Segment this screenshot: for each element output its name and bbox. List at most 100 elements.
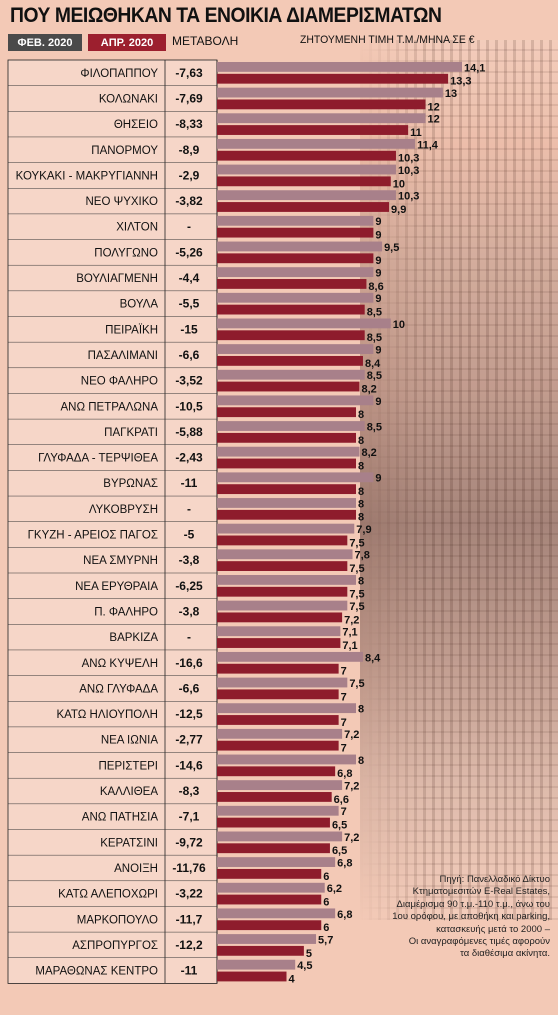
data-label-feb-2020: 9 bbox=[375, 396, 381, 408]
category-label: ΝΕΑ ΣΜΥΡΝΗ bbox=[83, 555, 158, 567]
data-label-apr-2020: 8,6 bbox=[368, 281, 383, 293]
change-value: -2,9 bbox=[179, 168, 200, 182]
data-label-feb-2020: 7,2 bbox=[344, 729, 359, 741]
category-label: ΦΙΛΟΠΑΠΠΟΥ bbox=[80, 68, 158, 80]
bar-apr-2020 bbox=[217, 689, 339, 700]
bar-feb-2020 bbox=[217, 703, 357, 714]
bar-feb-2020 bbox=[217, 857, 336, 867]
bar-apr-2020 bbox=[217, 73, 449, 84]
bar-feb-2020 bbox=[217, 754, 357, 765]
bar-apr-2020 bbox=[217, 279, 367, 289]
bar-feb-2020 bbox=[217, 626, 341, 637]
data-label-feb-2020: 7,2 bbox=[344, 832, 359, 844]
data-label-feb-2020: 6,8 bbox=[337, 857, 352, 869]
category-label: ΚΑΤΩ ΗΛΙΟΥΠΟΛΗ bbox=[56, 709, 158, 721]
change-value: -4,4 bbox=[179, 271, 200, 285]
bar-feb-2020 bbox=[217, 959, 296, 970]
data-label-apr-2020: 7 bbox=[341, 717, 347, 729]
change-value: -6,6 bbox=[179, 348, 200, 362]
data-label-feb-2020: 9,5 bbox=[384, 242, 399, 254]
category-label: ΠΕΡΙΣΤΕΡΙ bbox=[98, 760, 158, 772]
data-label-feb-2020: 6,2 bbox=[327, 883, 342, 895]
data-label-apr-2020: 6,6 bbox=[334, 794, 349, 806]
source-note-line: κατασκευής μετά το 2000 – bbox=[436, 923, 550, 935]
data-label-apr-2020: 8,5 bbox=[367, 332, 382, 344]
legend-feb-2020: ΦΕΒ. 2020 bbox=[8, 34, 82, 51]
category-label: ΑΝΟΙΞΗ bbox=[114, 863, 158, 875]
bar-apr-2020 bbox=[217, 663, 339, 674]
data-label-apr-2020: 6,5 bbox=[332, 820, 347, 832]
source-note-line: τα διαθέσιμα ακίνητα. bbox=[460, 948, 550, 960]
price-axis-label: ΖΗΤΟΥΜΕΝΗ ΤΙΜΗ Τ.Μ./ΜΗΝΑ ΣΕ € bbox=[300, 34, 475, 46]
bar-feb-2020 bbox=[217, 831, 343, 842]
change-value: -6,25 bbox=[175, 579, 203, 593]
bar-feb-2020 bbox=[217, 292, 374, 303]
category-label: ΠΟΛΥΓΩΝΟ bbox=[94, 247, 158, 259]
bar-apr-2020 bbox=[217, 509, 357, 520]
bar-feb-2020 bbox=[217, 395, 374, 406]
data-label-apr-2020: 4 bbox=[289, 973, 296, 985]
bar-feb-2020 bbox=[217, 677, 348, 688]
data-label-feb-2020: 10 bbox=[393, 319, 405, 331]
bar-feb-2020 bbox=[217, 575, 357, 585]
data-label-apr-2020: 8 bbox=[358, 486, 364, 498]
bar-apr-2020 bbox=[217, 612, 343, 623]
bar-apr-2020 bbox=[217, 971, 287, 982]
change-value: - bbox=[187, 220, 191, 234]
bar-apr-2020 bbox=[217, 202, 390, 212]
bar-feb-2020 bbox=[217, 882, 325, 893]
bar-apr-2020 bbox=[217, 381, 360, 392]
category-label: ΠΕΙΡΑΪΚΗ bbox=[105, 324, 158, 336]
bar-apr-2020 bbox=[217, 150, 396, 161]
category-label: ΚΑΤΩ ΑΛΕΠΟΧΩΡΙ bbox=[58, 889, 158, 901]
data-label-feb-2020: 7,9 bbox=[356, 524, 371, 536]
data-label-feb-2020: 4,5 bbox=[297, 960, 312, 972]
data-label-feb-2020: 8 bbox=[358, 704, 364, 716]
bar-apr-2020 bbox=[217, 561, 348, 571]
bar-feb-2020 bbox=[217, 805, 339, 816]
data-label-apr-2020: 7 bbox=[341, 666, 347, 678]
bar-feb-2020 bbox=[217, 472, 374, 483]
data-label-apr-2020: 6 bbox=[323, 871, 329, 883]
bar-apr-2020 bbox=[217, 355, 363, 366]
bar-apr-2020 bbox=[217, 638, 341, 648]
bar-feb-2020 bbox=[217, 908, 336, 919]
data-label-feb-2020: 8,2 bbox=[361, 447, 376, 459]
bar-feb-2020 bbox=[217, 190, 396, 201]
data-label-apr-2020: 8,2 bbox=[361, 383, 376, 395]
category-label: ΠΑΣΑΛΙΜΑΝΙ bbox=[88, 350, 158, 362]
data-label-feb-2020: 8,5 bbox=[367, 421, 382, 433]
change-value: -3,82 bbox=[175, 194, 203, 208]
source-note-line: Πηγή: Πανελλαδικό Δίκτυο bbox=[439, 874, 550, 885]
category-label: Π. ΦΑΛΗΡΟ bbox=[94, 606, 158, 618]
data-label-feb-2020: 7,2 bbox=[344, 781, 359, 793]
category-label: ΑΣΠΡΟΠΥΡΓΟΣ bbox=[72, 940, 158, 952]
data-label-feb-2020: 7,5 bbox=[349, 601, 364, 613]
data-label-apr-2020: 5 bbox=[306, 948, 312, 960]
bar-apr-2020 bbox=[217, 330, 365, 341]
category-label: ΚΕΡΑΤΣΙΝΙ bbox=[100, 837, 158, 849]
data-label-apr-2020: 6,8 bbox=[337, 768, 352, 780]
bar-apr-2020 bbox=[217, 766, 336, 777]
data-label-feb-2020: 9 bbox=[375, 344, 381, 356]
category-label: ΝΕΑ ΙΩΝΙΑ bbox=[101, 735, 158, 747]
bar-feb-2020 bbox=[217, 369, 365, 380]
data-label-apr-2020: 9 bbox=[375, 230, 381, 242]
bar-feb-2020 bbox=[217, 600, 348, 611]
change-value: -3,8 bbox=[179, 553, 200, 567]
category-label: ΝΕΟ ΦΑΛΗΡΟ bbox=[81, 376, 158, 388]
change-value: -14,6 bbox=[175, 758, 203, 772]
change-value: -8,9 bbox=[179, 143, 200, 157]
data-label-apr-2020: 8 bbox=[358, 435, 364, 447]
category-label: ΘΗΣΕΙΟ bbox=[114, 119, 158, 131]
change-value: -7,63 bbox=[175, 66, 203, 80]
data-label-apr-2020: 9,9 bbox=[391, 204, 406, 216]
data-label-apr-2020: 12 bbox=[428, 101, 440, 113]
bar-apr-2020 bbox=[217, 868, 322, 879]
data-label-apr-2020: 8 bbox=[358, 460, 364, 472]
data-label-apr-2020: 8,5 bbox=[367, 307, 382, 319]
bar-feb-2020 bbox=[217, 241, 383, 252]
source-note-line: 1ου ορόφου, με αποθήκη και parking, bbox=[392, 911, 550, 923]
data-label-apr-2020: 7,5 bbox=[349, 563, 364, 575]
category-label: ΜΑΡΚΟΠΟΥΛΟ bbox=[77, 914, 158, 926]
